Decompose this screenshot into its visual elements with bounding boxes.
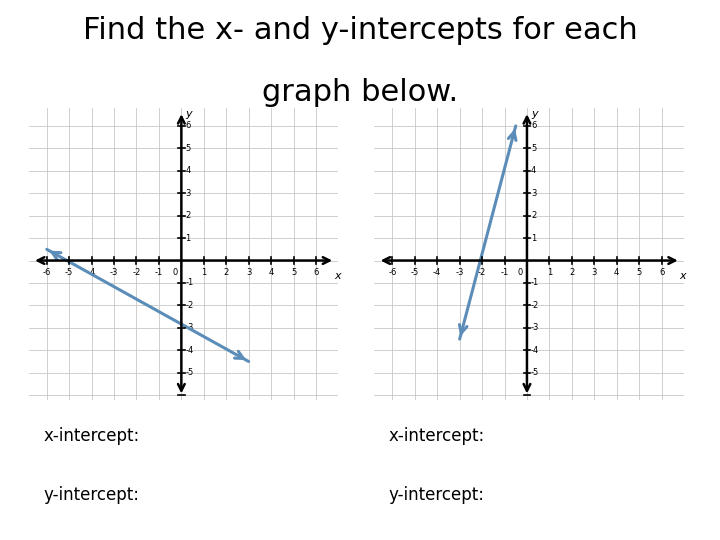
Text: 5: 5 (636, 268, 642, 278)
Text: Find the x- and y-intercepts for each: Find the x- and y-intercepts for each (83, 16, 637, 45)
Text: graph below.: graph below. (262, 78, 458, 107)
Text: 3: 3 (592, 268, 597, 278)
Text: 0: 0 (172, 268, 177, 278)
Text: -3: -3 (110, 268, 118, 278)
Text: 1: 1 (531, 234, 536, 242)
Text: y-intercept:: y-intercept: (43, 486, 139, 504)
Text: -1: -1 (531, 279, 539, 287)
Text: -1: -1 (185, 279, 194, 287)
Text: -2: -2 (132, 268, 140, 278)
Text: x: x (334, 271, 341, 281)
Text: -4: -4 (88, 268, 96, 278)
Text: 5: 5 (531, 144, 536, 153)
Text: 1: 1 (546, 268, 552, 278)
Text: 3: 3 (246, 268, 251, 278)
Text: 2: 2 (531, 211, 536, 220)
Text: 1: 1 (201, 268, 207, 278)
Text: x: x (680, 271, 686, 281)
Text: -6: -6 (42, 268, 51, 278)
Text: 6: 6 (659, 268, 665, 278)
Text: -2: -2 (185, 301, 194, 310)
Text: y-intercept:: y-intercept: (389, 486, 485, 504)
Text: -4: -4 (433, 268, 441, 278)
Text: -5: -5 (65, 268, 73, 278)
Text: 4: 4 (269, 268, 274, 278)
Text: 5: 5 (185, 144, 191, 153)
Text: -4: -4 (531, 346, 539, 355)
Text: -5: -5 (410, 268, 419, 278)
Text: 2: 2 (185, 211, 191, 220)
Text: x-intercept:: x-intercept: (389, 427, 485, 444)
Text: 6: 6 (185, 122, 191, 131)
Text: -1: -1 (500, 268, 508, 278)
Text: 4: 4 (185, 166, 191, 176)
Text: -5: -5 (185, 368, 194, 377)
Text: 6: 6 (313, 268, 319, 278)
Text: x-intercept:: x-intercept: (43, 427, 140, 444)
Text: -2: -2 (478, 268, 486, 278)
Text: -2: -2 (531, 301, 539, 310)
Text: 0: 0 (518, 268, 523, 278)
Text: 4: 4 (614, 268, 619, 278)
Text: -3: -3 (185, 323, 194, 332)
Text: y: y (531, 109, 538, 119)
Text: -3: -3 (456, 268, 464, 278)
Text: y: y (185, 109, 192, 119)
Text: 4: 4 (531, 166, 536, 176)
Text: 5: 5 (291, 268, 296, 278)
Text: 3: 3 (185, 188, 191, 198)
Text: 2: 2 (224, 268, 229, 278)
Text: 1: 1 (185, 234, 191, 242)
Text: 6: 6 (531, 122, 536, 131)
Text: -4: -4 (185, 346, 194, 355)
Text: -3: -3 (531, 323, 539, 332)
Text: -6: -6 (388, 268, 397, 278)
Text: 3: 3 (531, 188, 536, 198)
Text: 2: 2 (570, 268, 575, 278)
Text: -5: -5 (531, 368, 539, 377)
Text: -1: -1 (155, 268, 163, 278)
